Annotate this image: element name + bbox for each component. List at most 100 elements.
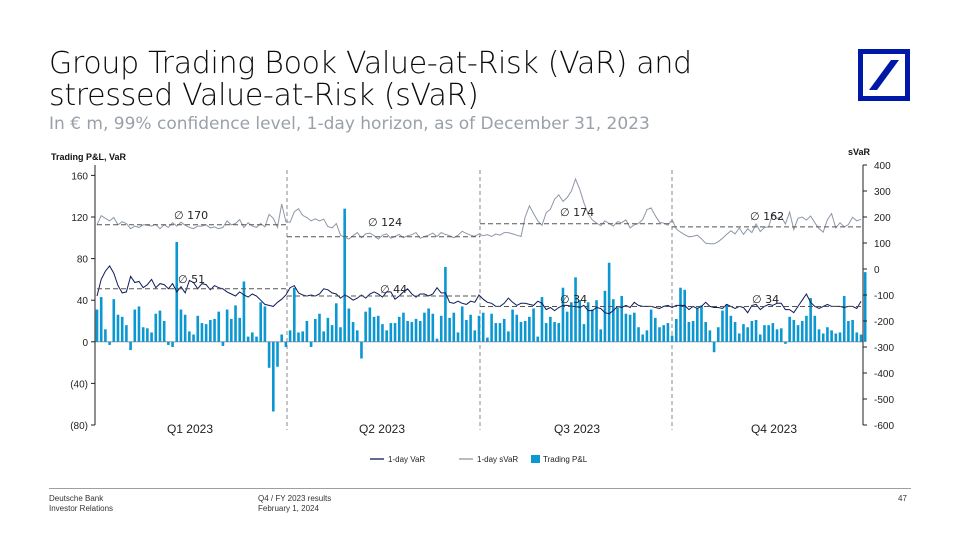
pnl-bar <box>624 313 628 342</box>
right-tick-label: 200 <box>874 213 891 224</box>
pnl-bar <box>502 318 506 342</box>
var-average-label: ∅ 34 <box>752 293 779 306</box>
pnl-bar <box>603 290 607 342</box>
svar-average-label: ∅ 124 <box>368 216 402 229</box>
pnl-bar <box>716 327 720 342</box>
pnl-bar <box>805 315 808 342</box>
pnl-bar <box>721 310 724 342</box>
quarter-label: Q3 2023 <box>554 422 600 436</box>
pnl-bar <box>528 316 531 342</box>
pnl-bar <box>523 321 527 342</box>
pnl-bar <box>322 331 325 342</box>
pnl-bar <box>267 341 271 368</box>
pnl-bar <box>481 312 485 342</box>
pnl-bar <box>368 307 372 342</box>
pnl-bar <box>473 330 477 342</box>
page-title: Group Trading Book Value-at-Risk (VaR) a… <box>49 46 692 113</box>
pnl-bar <box>494 323 498 342</box>
pnl-bar <box>284 341 288 347</box>
pnl-bar <box>272 341 275 412</box>
page-number: 47 <box>898 494 907 503</box>
pnl-bar <box>565 311 569 342</box>
pnl-bar <box>133 309 137 342</box>
pnl-bar <box>385 330 388 342</box>
pnl-bar <box>188 331 191 342</box>
pnl-bar <box>616 307 619 342</box>
pnl-bar <box>599 329 603 342</box>
pnl-bar <box>813 315 817 342</box>
pnl-bar <box>95 309 99 342</box>
footer-org-unit: Investor Relations <box>49 504 114 513</box>
pnl-bar <box>435 338 439 342</box>
pnl-bar <box>490 313 493 342</box>
pnl-bar <box>758 334 762 342</box>
pnl-bar <box>536 336 540 342</box>
pnl-bar <box>137 306 141 342</box>
pnl-bar <box>439 315 443 342</box>
pnl-bar <box>381 324 384 342</box>
pnl-bar <box>167 341 170 345</box>
pnl-bar <box>574 277 577 342</box>
pnl-bar <box>591 309 594 342</box>
legend-pnl-swatch <box>531 455 540 463</box>
pnl-bar <box>360 341 363 359</box>
pnl-bar <box>129 341 132 351</box>
pnl-bar <box>230 318 233 342</box>
pnl-bar <box>146 328 149 342</box>
pnl-bar <box>683 289 686 342</box>
footer-report-date: February 1, 2024 <box>258 504 319 513</box>
pnl-bar <box>120 316 124 342</box>
pnl-bar <box>213 318 216 342</box>
pnl-bar <box>355 330 359 342</box>
pnl-bar <box>700 305 703 342</box>
pnl-bar <box>788 316 791 342</box>
pnl-bar <box>108 341 111 345</box>
right-tick-label: -200 <box>874 317 894 328</box>
pnl-bar <box>465 319 468 342</box>
pnl-bar <box>179 309 183 342</box>
left-tick-label: 160 <box>71 171 88 182</box>
footer-org-name: Deutsche Bank <box>49 494 104 503</box>
left-tick-label: (80) <box>70 421 88 432</box>
left-tick-label: (40) <box>70 379 88 390</box>
pnl-bar <box>192 334 195 342</box>
pnl-bar <box>670 335 674 342</box>
pnl-bar <box>313 318 317 342</box>
pnl-bar <box>729 315 733 342</box>
pnl-bar <box>225 309 229 342</box>
left-tick-label: 40 <box>77 296 89 307</box>
pnl-bar <box>859 334 863 342</box>
pnl-bar <box>553 322 556 342</box>
pnl-bar <box>292 287 296 342</box>
pnl-bar <box>654 317 657 342</box>
pnl-bar <box>633 312 636 342</box>
pnl-bar <box>104 329 107 342</box>
pnl-bar <box>486 337 489 342</box>
right-tick-label: 100 <box>874 239 891 250</box>
right-tick-label: 0 <box>874 265 880 276</box>
var-average-label: ∅ 34 <box>560 293 587 306</box>
pnl-bar <box>540 297 544 342</box>
pnl-bar <box>477 315 481 342</box>
pnl-bar <box>288 330 292 342</box>
right-tick-label: -500 <box>874 395 894 406</box>
pnl-bar <box>838 332 842 342</box>
pnl-bar <box>679 287 682 342</box>
pnl-bar <box>754 319 758 342</box>
pnl-bar <box>649 309 653 342</box>
pnl-bar <box>775 329 779 342</box>
pnl-bar <box>645 330 649 342</box>
var-line <box>96 265 862 315</box>
pnl-bar <box>431 313 435 342</box>
pnl-bar <box>725 304 728 342</box>
pnl-bar <box>746 327 749 342</box>
pnl-bar <box>704 322 707 342</box>
pnl-bar <box>259 302 263 342</box>
pnl-bar <box>204 324 208 342</box>
pnl-bar <box>301 331 304 342</box>
pnl-bar <box>414 318 418 342</box>
pnl-bar <box>330 325 334 342</box>
pnl-bar <box>561 287 565 342</box>
pnl-bar <box>863 272 867 342</box>
pnl-bar <box>410 322 414 342</box>
